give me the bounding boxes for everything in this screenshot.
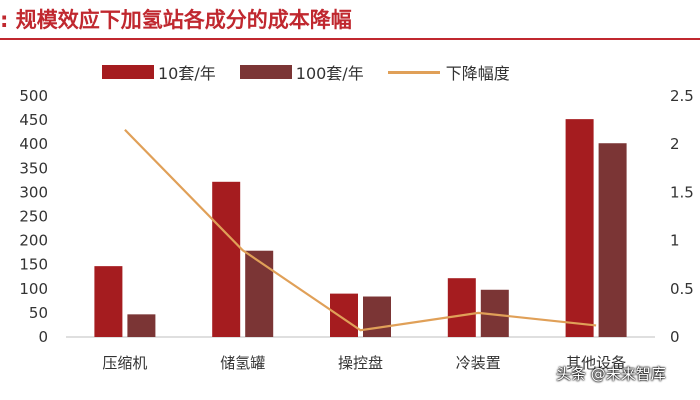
line-series-decline	[124, 128, 597, 332]
y-tick-label: 150	[19, 256, 48, 274]
y2-tick-label: 0	[670, 328, 680, 346]
legend-swatch-series-1	[102, 65, 154, 79]
y-tick-label: 50	[29, 304, 48, 322]
y2-tick-label: 1.5	[670, 183, 694, 201]
legend-swatch-series-3	[387, 70, 440, 74]
y-tick-label: 200	[19, 232, 48, 250]
y-tick-label: 400	[19, 135, 48, 153]
legend-item-series-3: 下降幅度	[387, 60, 510, 84]
header: : 规模效应下加氢站各成分的成本降幅	[0, 0, 700, 40]
legend-label-series-2: 100套/年	[295, 64, 364, 83]
bar-series-1	[565, 119, 594, 337]
legend-item-series-2: 100套/年	[239, 60, 364, 84]
legend-label-series-3: 下降幅度	[445, 64, 510, 83]
y2-tick-label: 1	[670, 232, 680, 250]
legend-item-series-1: 10套/年	[102, 60, 216, 84]
page-title: : 规模效应下加氢站各成分的成本降幅	[0, 8, 352, 32]
y-tick-label: 300	[19, 183, 48, 201]
y-tick-label: 500	[19, 87, 48, 105]
y2-tick-label: 2.5	[670, 87, 694, 105]
bar-series-1	[94, 266, 123, 337]
y-tick-label: 350	[19, 159, 48, 177]
watermark: 头条 @未来智库	[556, 365, 666, 383]
x-category-label: 冷装置	[456, 354, 501, 372]
legend-label-series-1: 10套/年	[158, 64, 216, 83]
title-divider	[0, 38, 700, 40]
y2-tick-label: 2	[670, 135, 680, 153]
chart-legend: 10套/年 100套/年 下降幅度	[102, 61, 534, 83]
y-tick-label: 450	[19, 111, 48, 129]
bar-series-2	[127, 314, 156, 337]
bar-series-1	[212, 181, 241, 337]
bar-series-2	[363, 296, 391, 337]
legend-swatch-series-2	[239, 65, 292, 79]
bar-series-2	[245, 250, 274, 337]
y-tick-label: 0	[38, 328, 48, 346]
bar-series-1	[447, 278, 476, 337]
bar-series-2	[598, 143, 627, 337]
x-category-label: 储氢罐	[220, 354, 265, 372]
y-tick-label: 250	[19, 208, 48, 226]
bar-series-1	[330, 293, 358, 337]
y2-tick-label: 0.5	[670, 280, 694, 298]
y-tick-label: 100	[19, 280, 48, 298]
x-category-label: 压缩机	[102, 354, 147, 372]
x-category-label: 其他设备	[566, 354, 626, 372]
x-category-label: 操控盘	[338, 354, 383, 372]
